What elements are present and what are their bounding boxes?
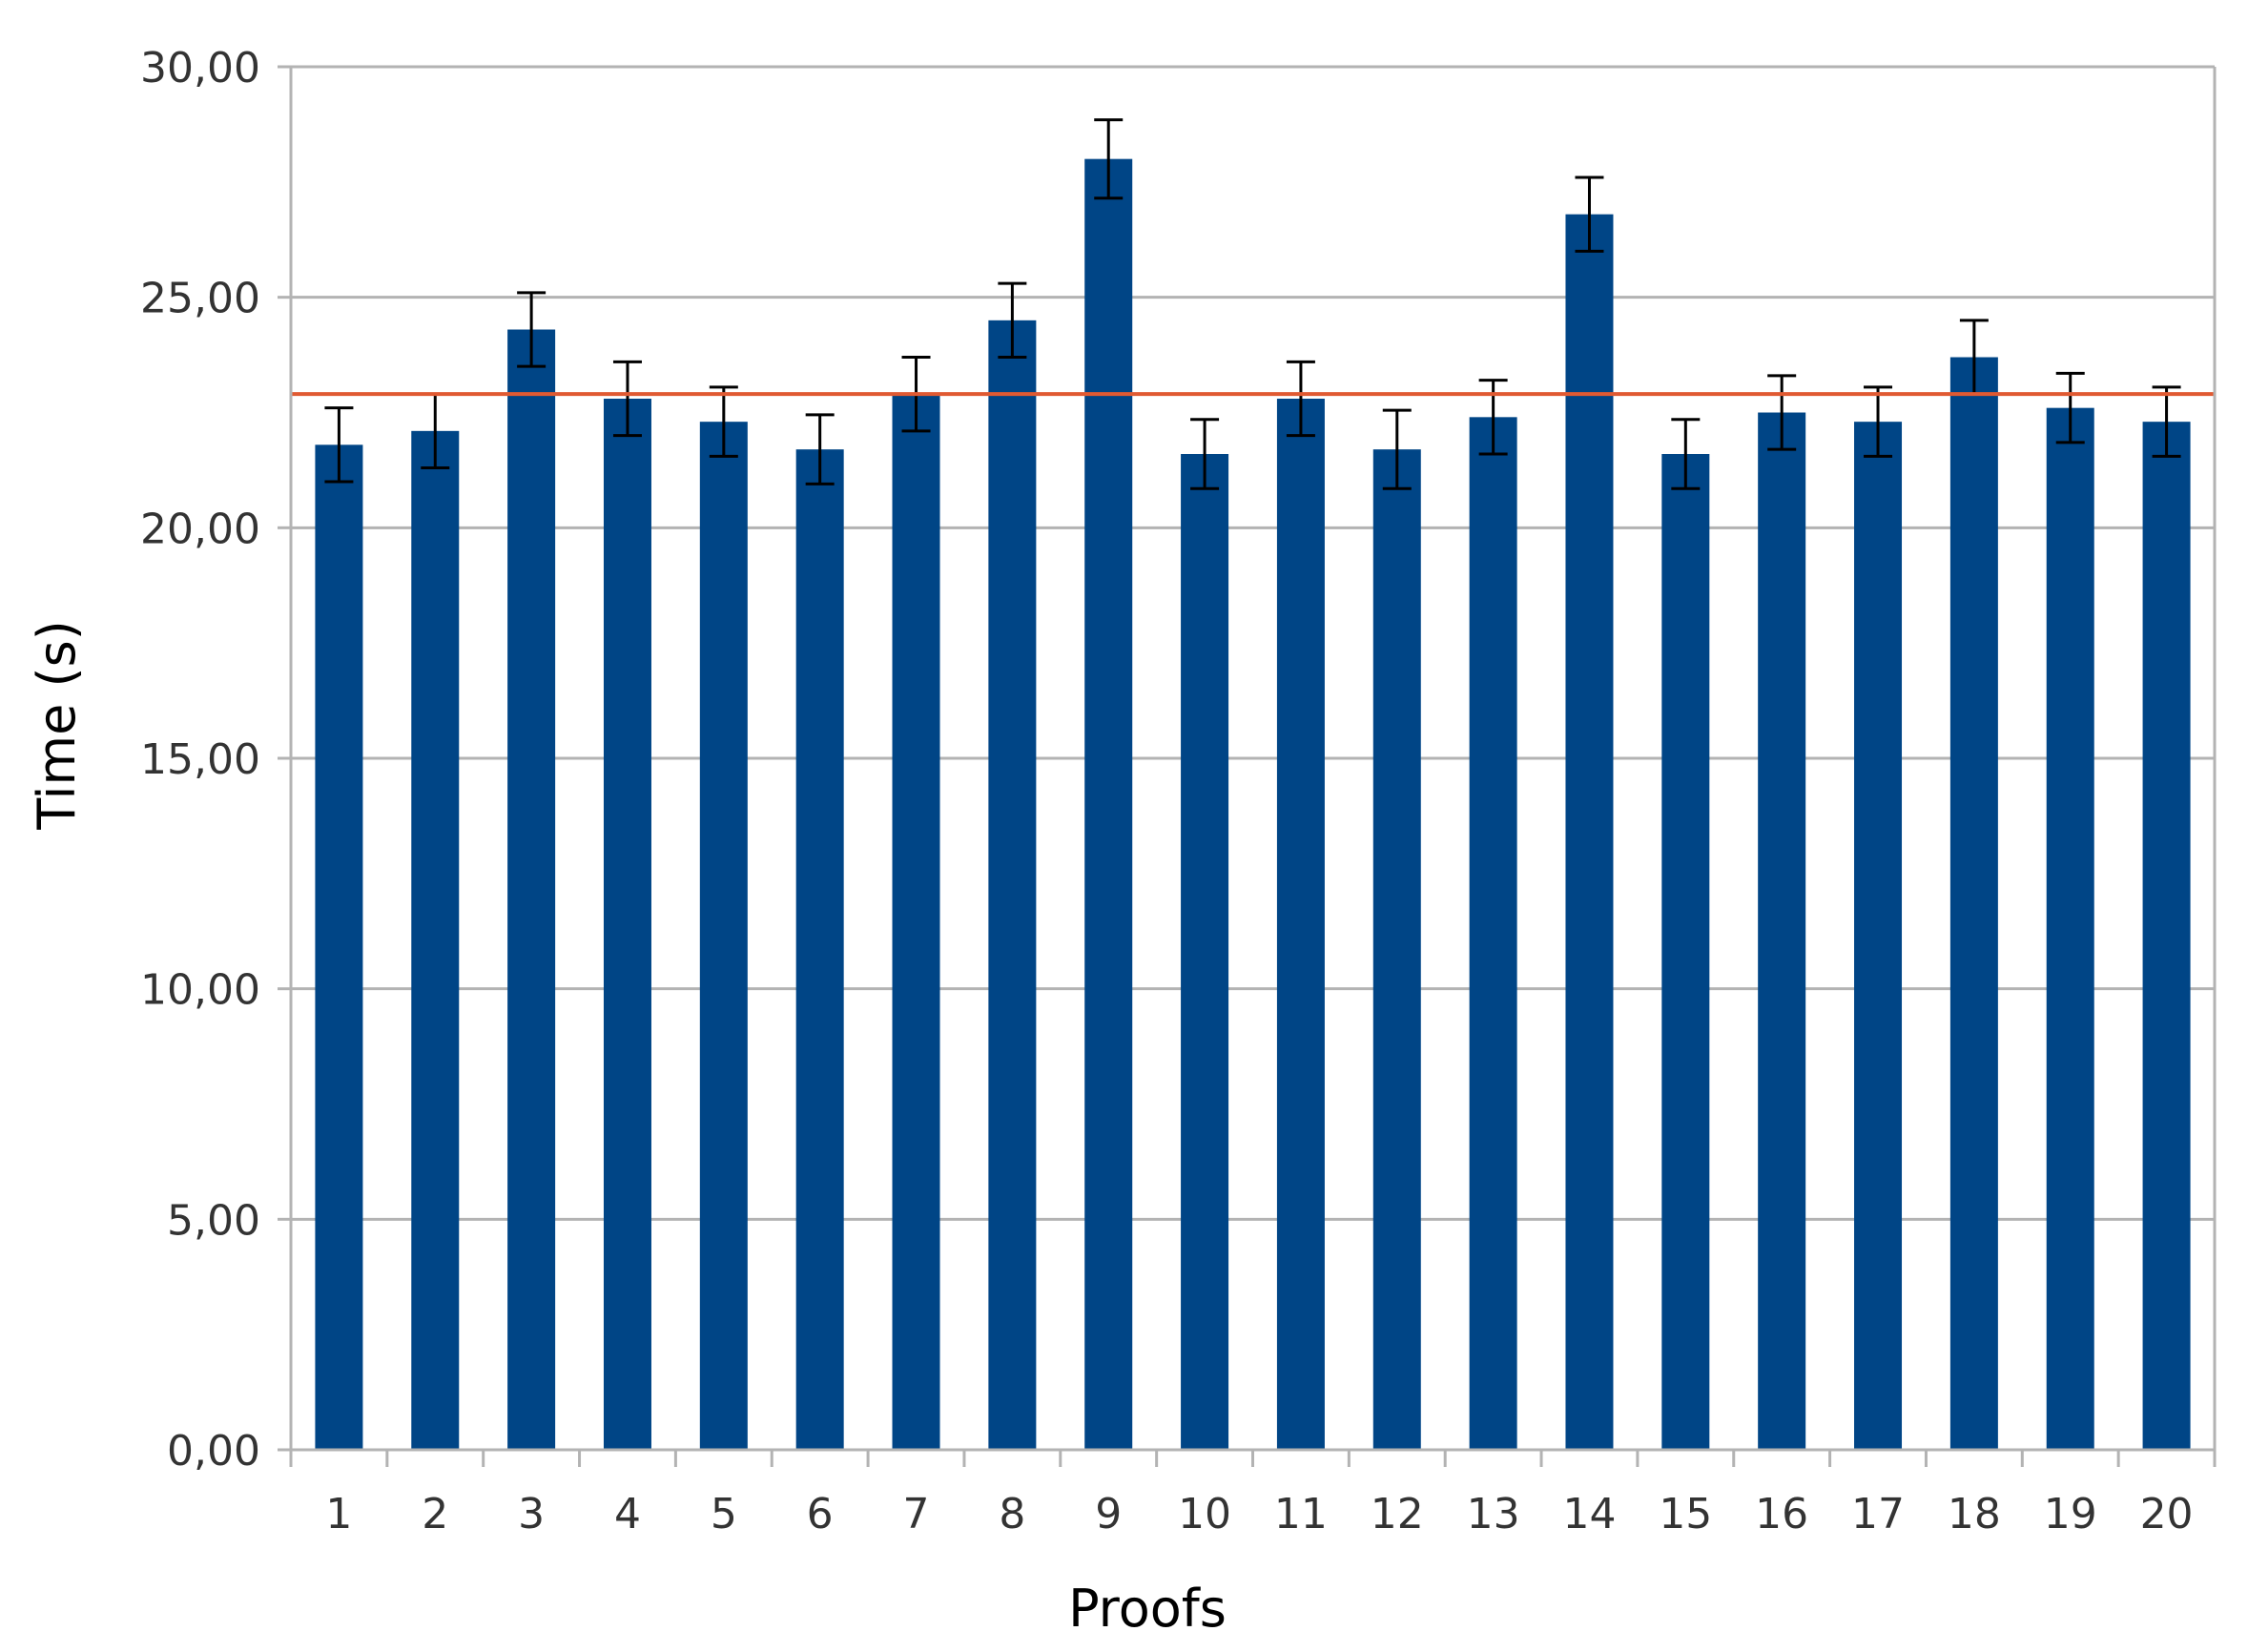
- bar: [2142, 422, 2191, 1451]
- y-tick-label: 15,00: [140, 735, 260, 784]
- bar: [892, 394, 940, 1451]
- bar: [1276, 399, 1325, 1450]
- x-tick-label: 4: [614, 1490, 641, 1538]
- bar: [699, 422, 748, 1451]
- bar: [795, 449, 844, 1451]
- x-tick-label: 19: [2044, 1490, 2097, 1538]
- x-tick-label: 1: [325, 1490, 352, 1538]
- bar: [988, 320, 1037, 1450]
- bar: [1565, 214, 1614, 1451]
- axes: [289, 67, 2217, 1467]
- y-tick-label: 0,00: [167, 1427, 260, 1476]
- bars: [315, 158, 2191, 1451]
- bar: [1661, 454, 1710, 1450]
- error-bars: [324, 118, 2181, 490]
- y-tick-label: 5,00: [167, 1196, 260, 1245]
- y-tick-label: 10,00: [140, 966, 260, 1015]
- y-tick-label: 30,00: [140, 44, 260, 93]
- bar: [1758, 412, 1806, 1450]
- x-tick-label: 10: [1178, 1490, 1231, 1538]
- x-tick-label: 16: [1755, 1490, 1808, 1538]
- x-tick-label: 11: [1274, 1490, 1328, 1538]
- x-tick-label: 5: [711, 1490, 737, 1538]
- bar: [2046, 407, 2094, 1451]
- x-tick-label: 17: [1851, 1490, 1905, 1538]
- x-tick-labels: 1 2 3 4 5 6 7 8 9 10 11 12 13 14 15 16 17 18 19 20: [325, 1490, 2193, 1538]
- bar: [1854, 422, 1903, 1451]
- grid-lines: [278, 65, 2215, 1452]
- bar: [507, 329, 556, 1450]
- x-tick-label: 18: [1948, 1490, 2001, 1538]
- bar: [315, 444, 363, 1450]
- y-tick-labels: 0,00 5,00 10,00 15,00 20,00 25,00 30,00: [140, 44, 260, 1476]
- bar: [1181, 454, 1229, 1450]
- bar: [1084, 158, 1133, 1451]
- x-tick-label: 14: [1562, 1490, 1616, 1538]
- y-axis-title: Time (s): [27, 620, 87, 831]
- bar: [1372, 449, 1421, 1451]
- x-tick-label: 20: [2140, 1490, 2194, 1538]
- bar: [603, 399, 651, 1450]
- x-tick-label: 15: [1659, 1490, 1712, 1538]
- x-tick-label: 7: [903, 1490, 930, 1538]
- x-tick-label: 9: [1095, 1490, 1122, 1538]
- y-tick-label: 20,00: [140, 505, 260, 553]
- x-tick-label: 2: [422, 1490, 448, 1538]
- bar: [411, 430, 460, 1450]
- bar: [1949, 357, 1998, 1450]
- x-axis-title: Proofs: [1068, 1579, 1227, 1639]
- x-tick-label: 13: [1467, 1490, 1520, 1538]
- bar: [1469, 417, 1517, 1450]
- y-tick-label: 25,00: [140, 275, 260, 323]
- x-tick-label: 8: [999, 1490, 1025, 1538]
- x-tick-label: 3: [518, 1490, 545, 1538]
- x-tick-label: 6: [807, 1490, 834, 1538]
- x-tick-label: 12: [1371, 1490, 1424, 1538]
